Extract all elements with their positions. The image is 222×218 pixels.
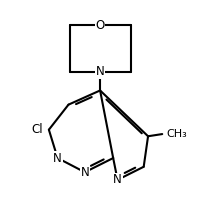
Text: N: N (96, 65, 105, 78)
Text: N: N (80, 166, 89, 179)
Text: N: N (53, 152, 62, 165)
Text: N: N (113, 173, 122, 186)
Text: CH₃: CH₃ (166, 129, 187, 139)
Text: Cl: Cl (32, 123, 44, 136)
Text: O: O (95, 19, 105, 32)
